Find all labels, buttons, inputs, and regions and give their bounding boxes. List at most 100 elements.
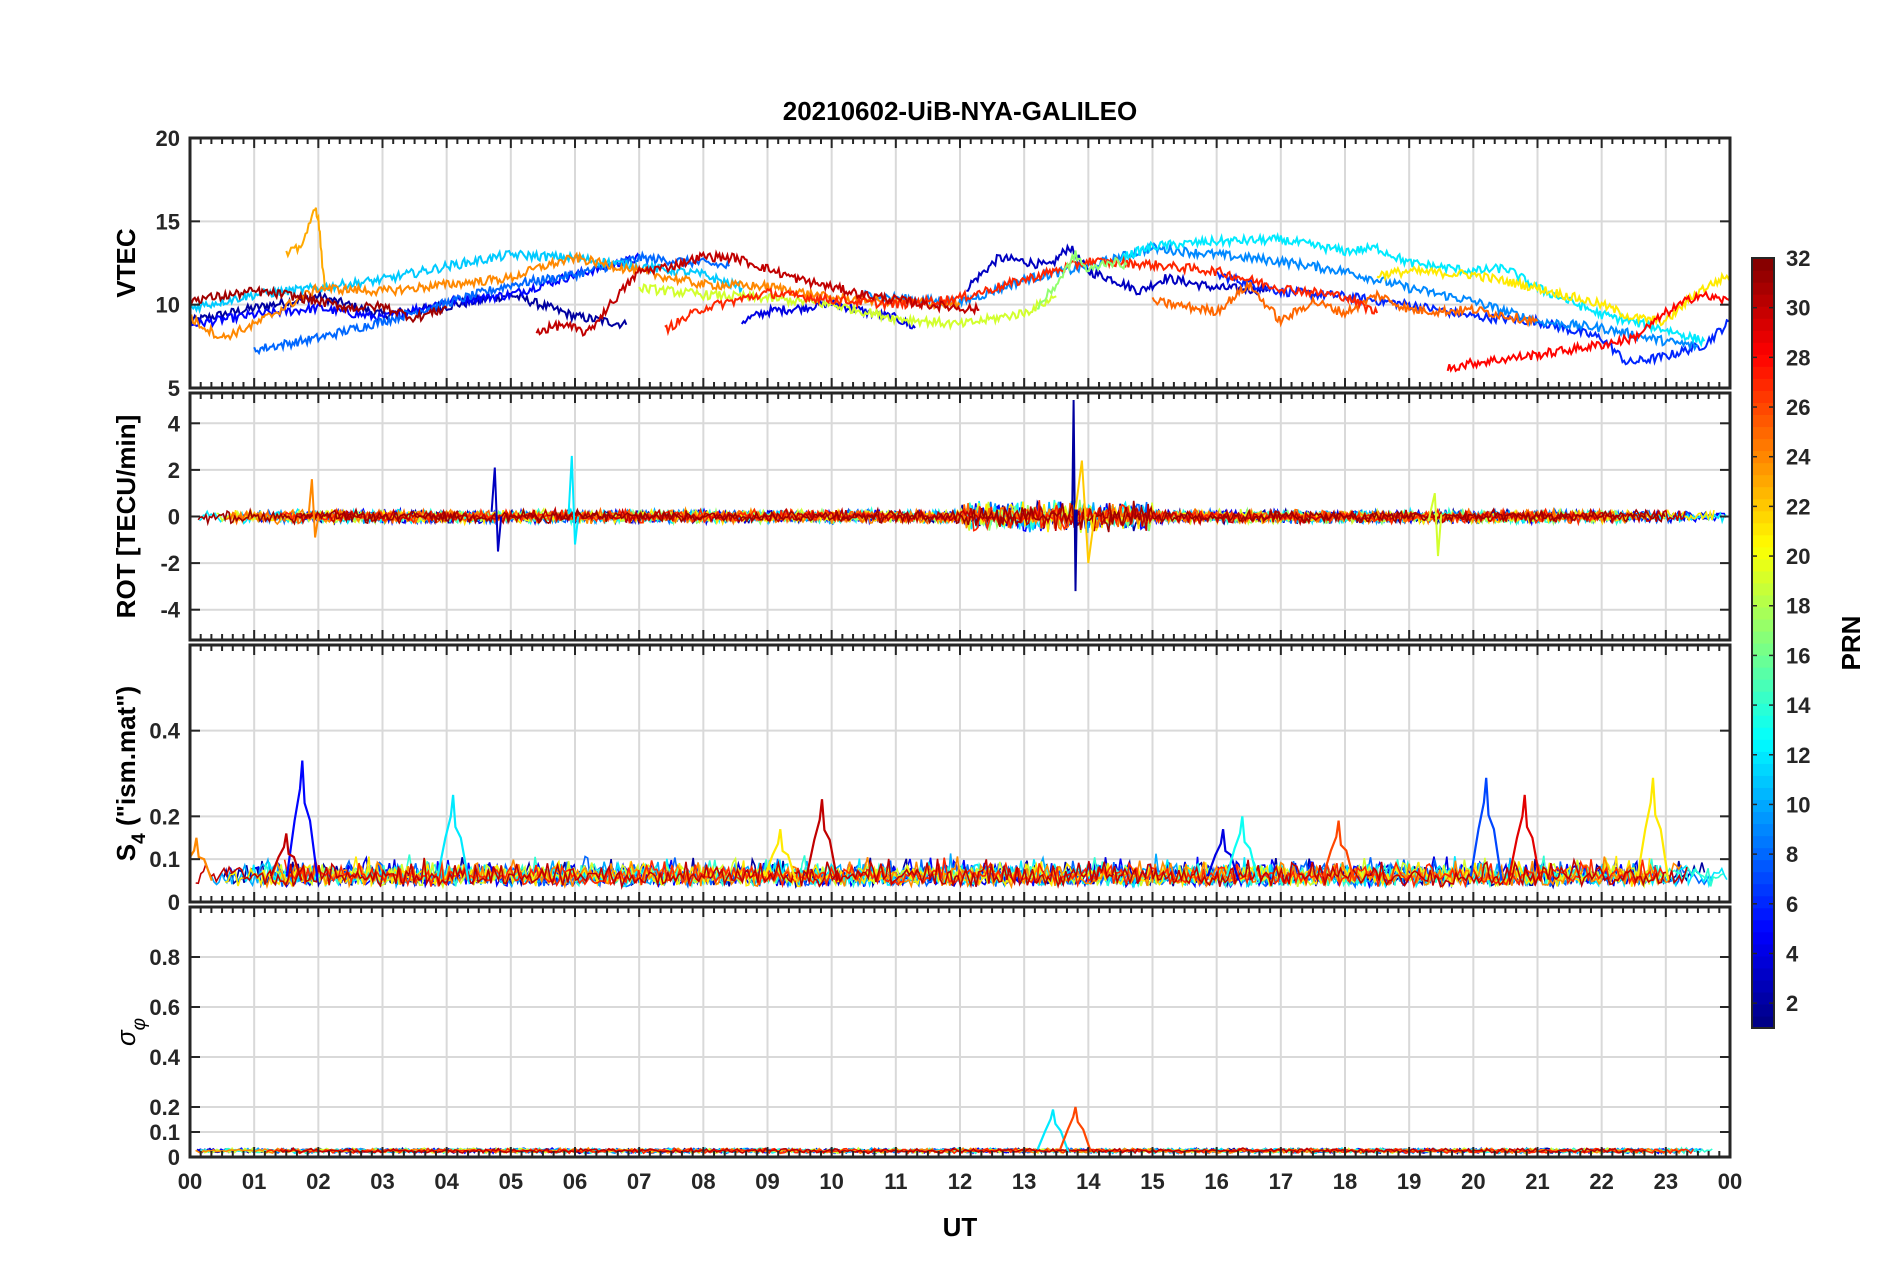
colorbar-segment [1752,402,1774,416]
vtec-series-line [190,284,448,324]
x-tick-label: 02 [306,1169,330,1194]
scint-peak-line [436,794,470,881]
vtec-series-line [638,283,1057,331]
y-tick-label: 0.2 [149,1095,180,1120]
y-axis-label: VTEC [111,228,141,298]
colorbar-segment [1752,378,1774,391]
colorbar-tick-label: 8 [1786,842,1798,867]
x-tick-label: 16 [1204,1169,1228,1194]
colorbar-segment [1752,715,1774,728]
panel-4: 00.10.2 0.4 0.6 0.8 σφ [111,905,1732,1170]
y-tick-label: 0.4 [149,719,180,744]
colorbar-segment [1752,270,1774,283]
colorbar-segment [1752,943,1774,957]
scint-series-line [279,1146,1647,1155]
vtec-series-line [1376,263,1730,327]
colorbar-tick-label: 6 [1786,892,1798,917]
colorbar-tick-label: 26 [1786,395,1810,420]
colorbar-segment [1752,546,1774,560]
y-tick-label: 0 [168,1145,180,1170]
y-label-main: S [111,844,141,861]
panel-data [197,399,1727,592]
y-tick-label: 10 [156,293,180,318]
colorbar-segment [1752,967,1774,981]
vtec-series-line [535,249,980,337]
colorbar-tick-label: 18 [1786,594,1810,619]
colorbar-segment [1752,799,1774,813]
colorbar-segment [1752,558,1774,572]
y-axis-label: σφ [111,1018,150,1046]
y-tick-label: 0 [168,890,180,915]
colorbar-segment [1752,955,1774,969]
scint-peak-line [1508,794,1542,881]
colorbar-segment [1752,835,1774,849]
x-tick-label: 12 [948,1169,972,1194]
scint-peak-line [190,837,213,881]
colorbar-segment [1752,366,1774,379]
chart-title: 20210602-UiB-NYA-GALILEO [783,96,1138,126]
colorbar-segment [1752,1015,1774,1029]
colorbar-segment [1752,643,1774,656]
rot-spike-line [567,455,580,545]
y-tick-label: 0.2 [149,804,180,829]
panel-2: -4 -2 0 2 4 ROT [TECU/min] [111,391,1732,642]
colorbar-segment [1752,570,1774,584]
vtec-series-line [1446,290,1730,373]
panel-data [190,207,1730,373]
colorbar-segment [1752,703,1774,716]
x-tick-label: 01 [242,1169,266,1194]
colorbar-segment [1752,859,1774,873]
colorbar-tick-label: 32 [1786,246,1810,271]
colorbar-segment [1752,931,1774,945]
scint-peak-line [1469,777,1503,881]
colorbar-segment [1752,486,1774,500]
y-tick-label: 4 [168,411,181,436]
colorbar-tick-label: 16 [1786,643,1810,668]
vtec-series-line [253,250,730,356]
colorbar-segment [1752,1003,1774,1017]
colorbar-segment [1752,618,1774,632]
x-tick-label: 23 [1654,1169,1678,1194]
vtec-series-line [1120,231,1706,348]
panel-data [195,1106,1713,1155]
rot-series-line [197,500,1666,533]
colorbar-segment [1752,847,1774,861]
rot-spike-line [490,467,503,552]
colorbar-tick-label: 2 [1786,991,1798,1016]
x-tick-label: 03 [370,1169,394,1194]
colorbar-tick-label: 14 [1786,693,1811,718]
y-tick-label: 2 [168,458,180,483]
colorbar-segment [1752,823,1774,837]
colorbar-segment [1752,522,1774,536]
x-tick-label: 05 [499,1169,523,1194]
x-tick-label: 04 [434,1169,459,1194]
panel-1: 5 10 15 20 VTEC [111,126,1732,401]
x-tick-label: 20 [1461,1169,1485,1194]
panel-data [190,760,1728,890]
colorbar-label: PRN [1836,616,1866,671]
scint-peak-line [763,829,797,881]
colorbar-tick-label: 20 [1786,544,1810,569]
colorbar-segment [1752,390,1774,403]
vtec-series-line [285,207,326,289]
x-tick-label: 09 [755,1169,779,1194]
scint-series-line [195,857,1688,890]
colorbar-segment [1752,510,1774,524]
scint-peak-line [285,760,319,881]
x-tick-label: 11 [884,1169,907,1194]
y-tick-label: 0.4 [149,1045,180,1070]
y-label-rest: ("ism.mat") [111,686,141,833]
colorbar-segment [1752,691,1774,704]
colorbar-segment [1752,534,1774,548]
colorbar-segment [1752,763,1774,776]
scint-peak-line [1225,816,1259,881]
y-tick-label: 0.1 [149,1120,180,1145]
colorbar-tick-label: 24 [1786,445,1811,470]
colorbar-segment [1752,498,1774,512]
x-tick-label: 17 [1269,1169,1293,1194]
colorbar-segment [1752,739,1774,752]
colorbar-segment [1752,462,1774,476]
y-axis-label: ROT [TECU/min] [111,415,141,619]
colorbar-segment [1752,895,1774,909]
